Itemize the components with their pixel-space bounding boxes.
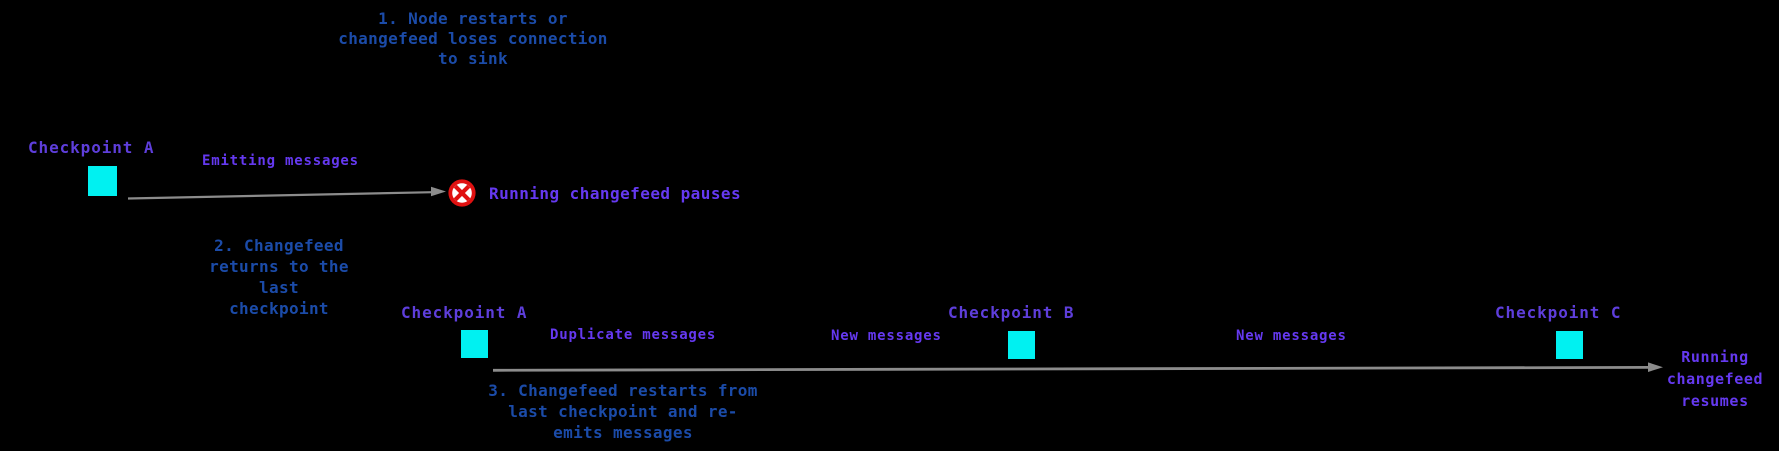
step2-annotation: 2. Changefeed returns to the last checkp… xyxy=(209,236,349,318)
timeline2-arrow xyxy=(492,362,1663,372)
timeline1-arrowhead-icon xyxy=(431,186,446,197)
step3-annotation: 3. Changefeed restarts from last checkpo… xyxy=(488,381,758,442)
timeline2-checkpoint-c-label: Checkpoint C xyxy=(1495,303,1622,322)
changefeed-paused-error-icon xyxy=(448,179,476,207)
checkpoint-marker-icon xyxy=(88,166,117,196)
timeline2-checkpoint-a-label: Checkpoint A xyxy=(401,303,528,322)
step1-annotation: 1. Node restarts or changefeed loses con… xyxy=(338,9,608,68)
duplicate-messages-label: Duplicate messages xyxy=(550,327,717,343)
running-changefeed-resumes-label: Running changefeed resumes xyxy=(1666,348,1764,410)
timeline2-arrow-line xyxy=(492,365,1650,372)
checkpoint-marker-icon xyxy=(1556,331,1583,359)
checkpoint-marker-icon xyxy=(461,330,488,358)
emitting-messages-label: Emitting messages xyxy=(202,153,359,169)
new-messages-label-2: New messages xyxy=(1236,328,1347,344)
timeline1-arrow xyxy=(127,186,446,200)
new-messages-label-1: New messages xyxy=(831,328,942,344)
timeline1-arrow-line xyxy=(127,191,434,200)
error-x-icon xyxy=(453,184,471,202)
checkpoint-marker-icon xyxy=(1008,331,1035,359)
running-changefeed-pauses-label: Running changefeed pauses xyxy=(489,184,742,203)
timeline1-checkpoint-a-label: Checkpoint A xyxy=(28,138,155,157)
timeline2-checkpoint-b-label: Checkpoint B xyxy=(948,303,1075,322)
